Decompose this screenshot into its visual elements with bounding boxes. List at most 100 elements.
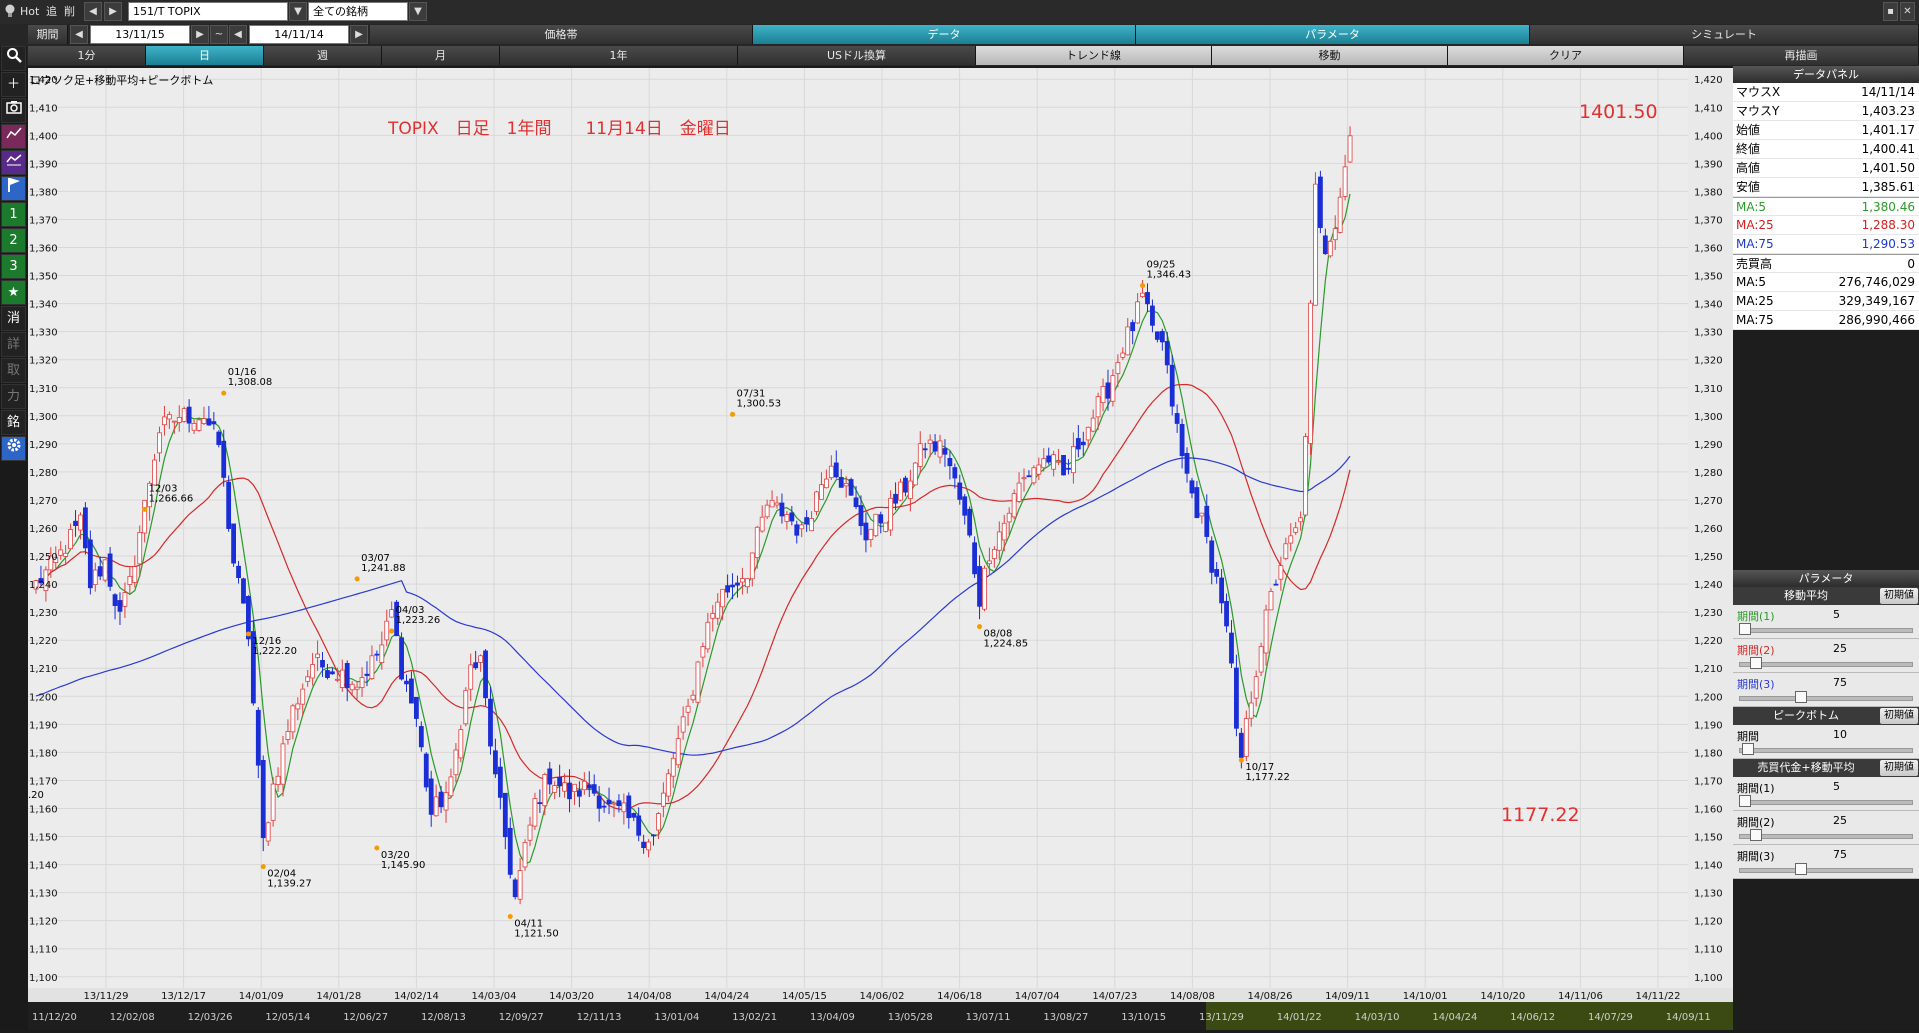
data-row: 高値 1,401.50	[1733, 159, 1919, 178]
timeframe-day[interactable]: 日	[146, 46, 264, 65]
erase-icon[interactable]: 消	[1, 306, 26, 331]
param-slider-thumb[interactable]	[1739, 623, 1751, 635]
close-icon[interactable]: ✕	[1900, 2, 1915, 21]
candle-body	[241, 578, 246, 604]
param-slider-track[interactable]	[1739, 834, 1913, 839]
hot-button[interactable]: Hot	[20, 5, 40, 18]
timeframe-1year[interactable]: 1年	[500, 46, 738, 65]
search-icon[interactable]	[1, 46, 26, 71]
timeframe-month[interactable]: 月	[382, 46, 500, 65]
minimize-icon[interactable]: ▪	[1883, 2, 1898, 21]
trendline-button[interactable]: トレンド線	[976, 46, 1212, 65]
param-value[interactable]: 25	[1833, 814, 1847, 827]
param-slider-thumb[interactable]	[1742, 743, 1755, 755]
symbol-input[interactable]: 151/T TOPIX	[128, 2, 288, 21]
candle-body	[226, 481, 232, 529]
star-icon[interactable]: ★	[1, 280, 26, 305]
memo-icon[interactable]: 詳	[1, 332, 26, 357]
tab-data[interactable]: データ	[753, 25, 1136, 44]
y-tick-label-right: 1,150	[1694, 833, 1723, 844]
param-slider-track[interactable]	[1739, 696, 1913, 701]
date-from-next-icon[interactable]: ▶	[191, 25, 209, 44]
add-button[interactable]: 追	[46, 5, 57, 18]
candle-body	[389, 609, 395, 618]
y-tick-label-left: 1,320	[29, 356, 58, 367]
camera-icon[interactable]	[1, 98, 26, 123]
timeframe-1min[interactable]: 1分	[28, 46, 146, 65]
tab-price-band[interactable]: 価格帯	[370, 25, 753, 44]
redraw-button[interactable]: 再描画	[1684, 46, 1919, 65]
market-dropdown-icon[interactable]: ▼	[409, 2, 427, 21]
param-label: 期間	[1737, 730, 1759, 743]
chart-line-icon[interactable]	[1, 124, 26, 149]
param-row: 期間(3) 75	[1733, 845, 1919, 879]
candle-body	[1100, 386, 1106, 403]
usd-convert-button[interactable]: USドル換算	[738, 46, 976, 65]
tab-simulate[interactable]: シミュレート	[1530, 25, 1919, 44]
tab-parameters[interactable]: パラメータ	[1136, 25, 1530, 44]
candle-body	[418, 726, 424, 748]
candle-body	[1243, 718, 1249, 757]
param-value[interactable]: 75	[1833, 676, 1847, 689]
chart-compare-icon[interactable]	[1, 150, 26, 175]
period-prev-icon[interactable]: ◀	[70, 25, 88, 44]
clear-button[interactable]: クリア	[1448, 46, 1684, 65]
flag-icon[interactable]	[1, 176, 26, 201]
candle-body	[744, 578, 750, 588]
param-slider-track[interactable]	[1739, 628, 1913, 633]
candle-body	[1189, 480, 1195, 494]
candle-body	[1110, 375, 1116, 402]
two-icon[interactable]: 2	[1, 228, 26, 253]
data-row-key: 安値	[1736, 180, 1761, 194]
lightbulb-icon[interactable]	[4, 3, 18, 20]
scroll-label: 12/09/27	[499, 1012, 544, 1023]
param-slider-track[interactable]	[1739, 800, 1913, 805]
date-to-prev-icon[interactable]: ◀	[229, 25, 247, 44]
date-to-input[interactable]: 14/11/14	[249, 25, 349, 44]
param-value[interactable]: 25	[1833, 642, 1847, 655]
reset-button[interactable]: 初期値	[1880, 588, 1918, 604]
scroll-label: 13/04/09	[810, 1012, 855, 1023]
move-button[interactable]: 移動	[1212, 46, 1448, 65]
param-value[interactable]: 75	[1833, 848, 1847, 861]
candle-body	[201, 418, 207, 424]
date-to-next-icon[interactable]: ▶	[350, 25, 368, 44]
power-icon[interactable]: 力	[1, 384, 26, 409]
delete-button[interactable]: 削	[64, 5, 75, 18]
back-arrow-icon[interactable]: ◀	[84, 2, 102, 21]
param-slider-track[interactable]	[1739, 868, 1913, 873]
three-icon[interactable]: 3	[1, 254, 26, 279]
market-select[interactable]: 全ての銘柄	[308, 2, 408, 21]
chart-area[interactable]: 12/03 1,266.66 12/16 1,222.20 01/16 1,308.08 0…	[28, 68, 1789, 1030]
param-slider-track[interactable]	[1739, 748, 1913, 753]
symbol-dropdown-icon[interactable]: ▼	[289, 2, 307, 21]
timeframe-week[interactable]: 週	[264, 46, 382, 65]
param-value[interactable]: 5	[1833, 608, 1840, 621]
param-slider-thumb[interactable]	[1739, 795, 1751, 807]
candle-body	[1313, 183, 1318, 306]
candlestick-chart[interactable]: 12/031,266.66 12/161,222.20 01/161,308.08 0…	[28, 68, 1789, 1030]
param-slider-thumb[interactable]	[1750, 829, 1763, 841]
param-label: 期間(2)	[1737, 644, 1775, 657]
param-slider-thumb[interactable]	[1750, 657, 1763, 669]
y-tick-label-right: 1,400	[1694, 131, 1723, 142]
stock-icon[interactable]: 銘	[1, 410, 26, 435]
param-value[interactable]: 10	[1833, 728, 1847, 741]
reset-button[interactable]: 初期値	[1880, 760, 1918, 776]
date-from-input[interactable]: 13/11/15	[90, 25, 190, 44]
plus-icon[interactable]: ＋	[1, 72, 26, 97]
one-icon[interactable]: 1	[1, 202, 26, 227]
gear-icon[interactable]	[1, 436, 26, 461]
reset-button[interactable]: 初期値	[1880, 708, 1918, 724]
param-slider-thumb[interactable]	[1795, 863, 1807, 875]
candle-body	[957, 482, 963, 500]
param-slider-track[interactable]	[1739, 662, 1913, 667]
trade-icon[interactable]: 取	[1, 358, 26, 383]
candle-body	[1130, 322, 1136, 332]
peak-value-label: 1,222.20	[252, 646, 297, 657]
forward-arrow-icon[interactable]: ▶	[104, 2, 122, 21]
candle-body	[112, 594, 118, 606]
candle-body	[473, 662, 479, 669]
param-value[interactable]: 5	[1833, 780, 1840, 793]
param-slider-thumb[interactable]	[1795, 691, 1807, 703]
